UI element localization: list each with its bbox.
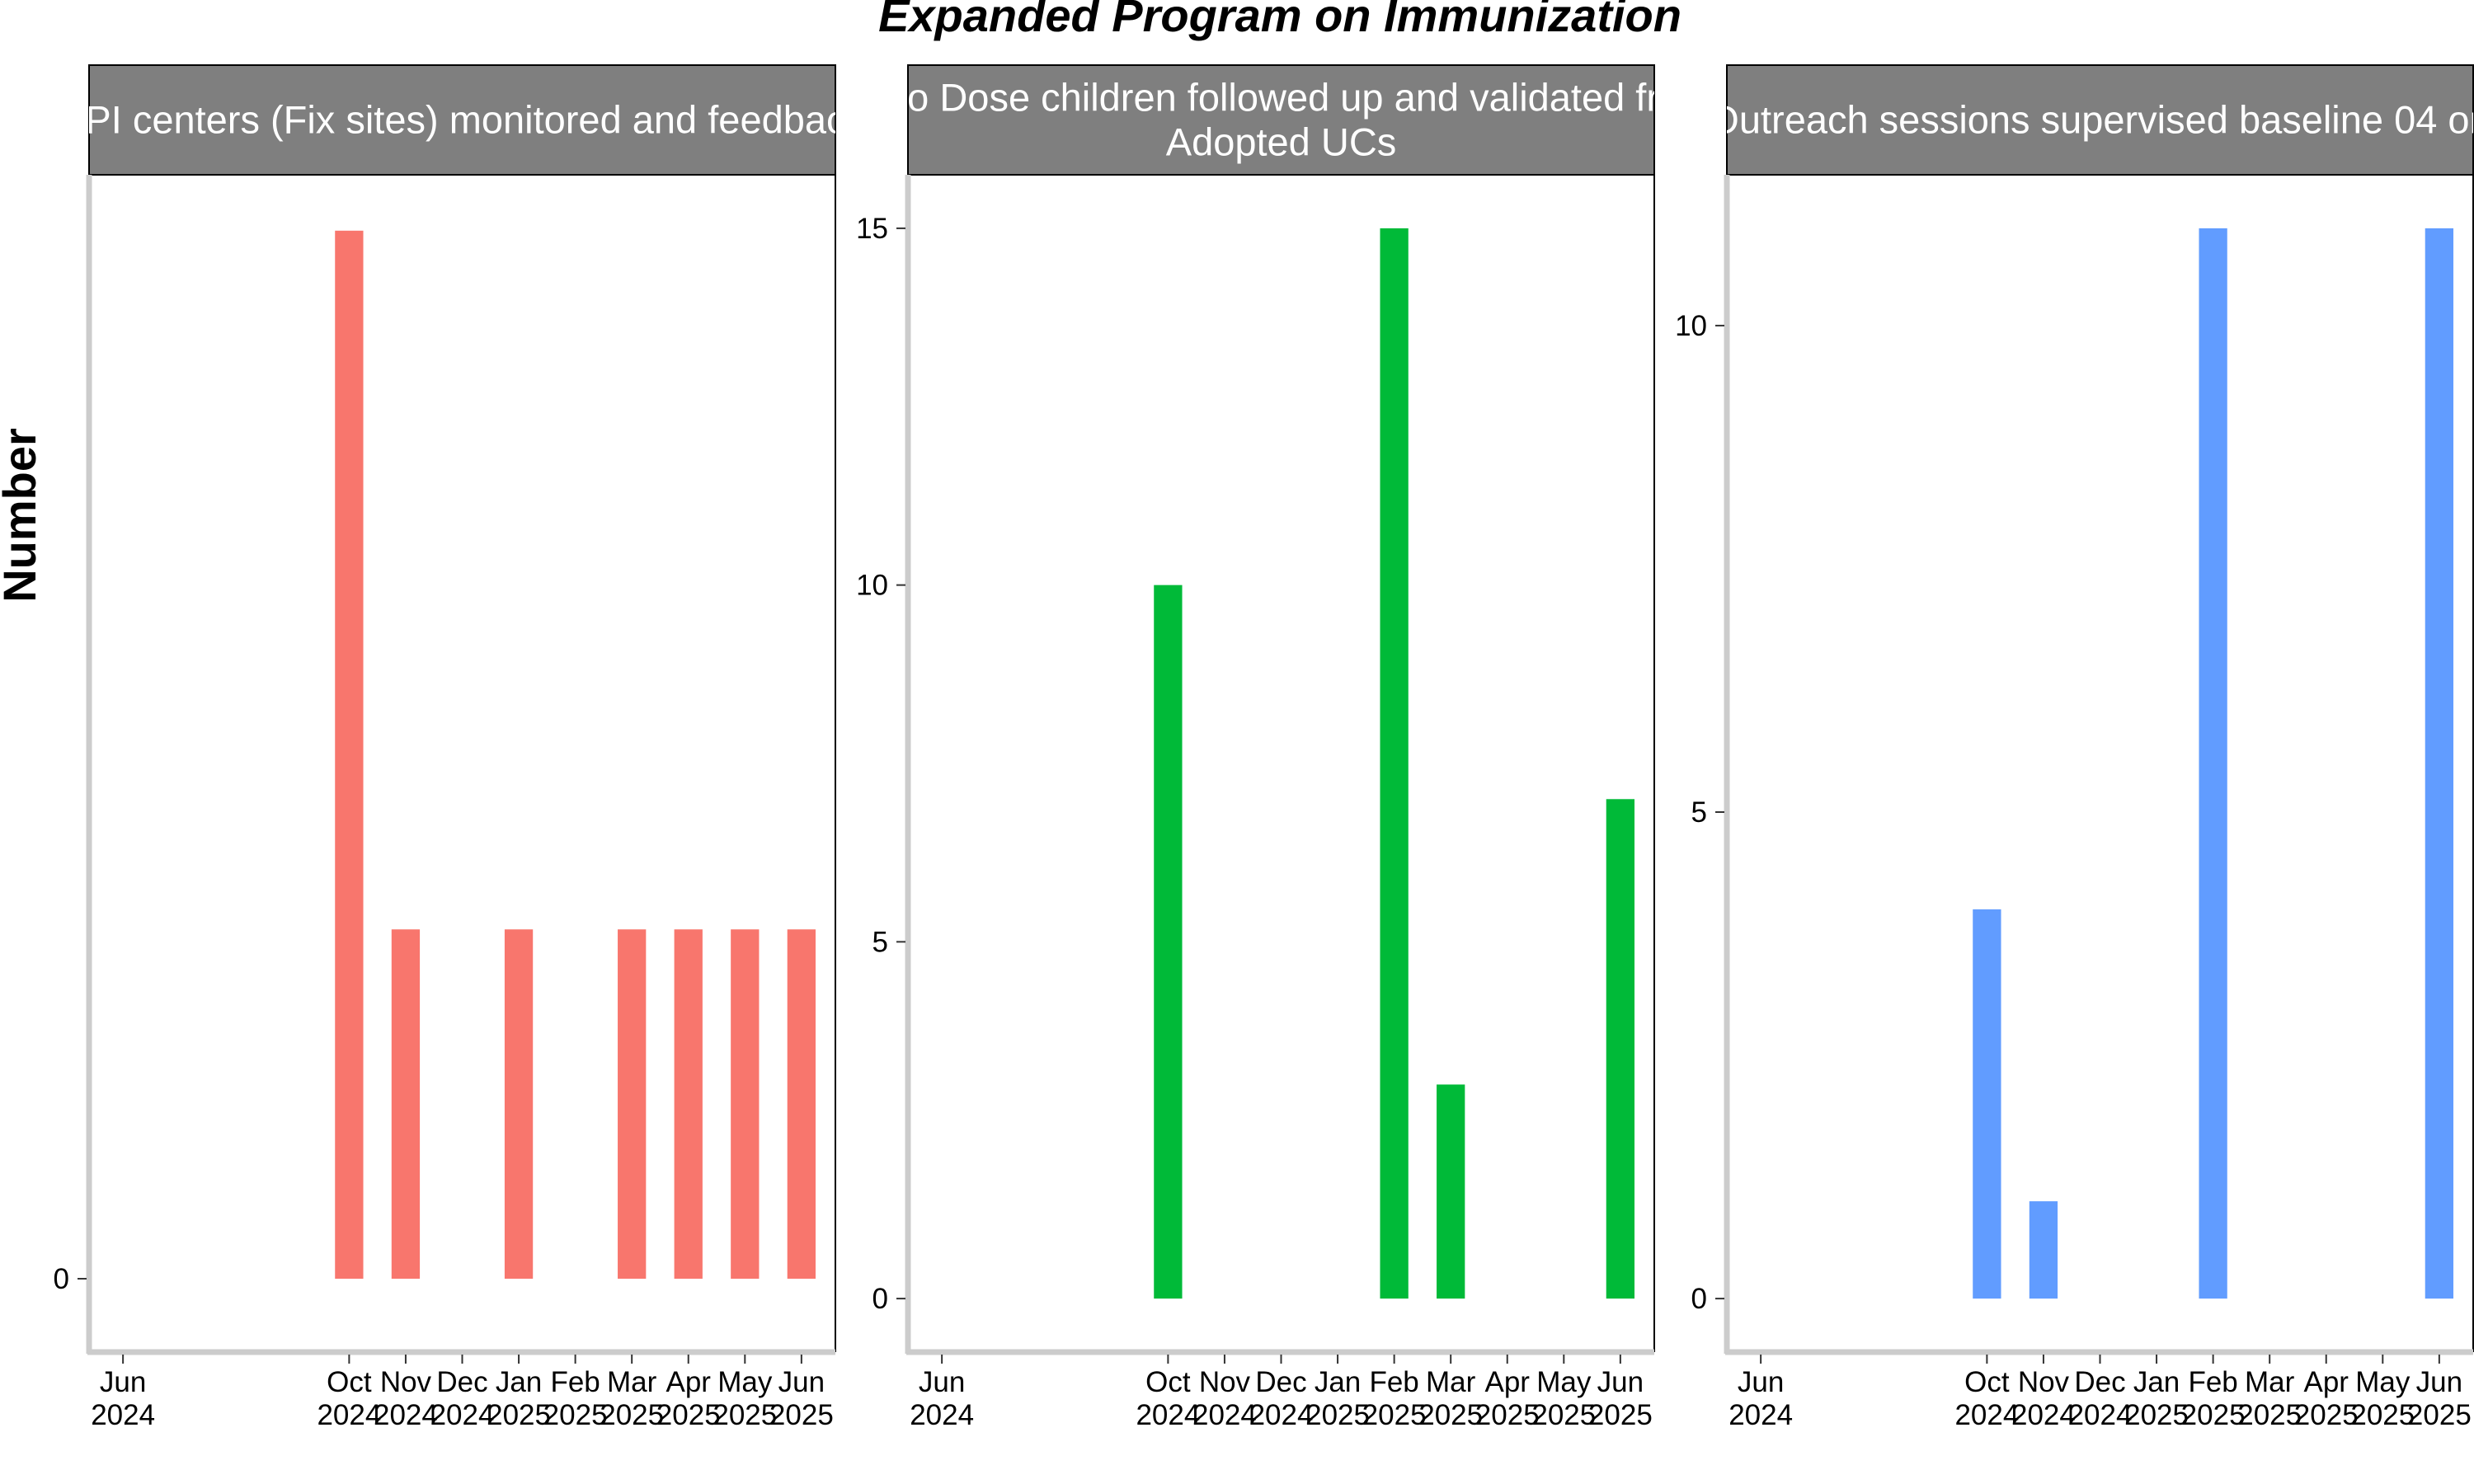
x-tick-label-year: 2024 <box>1136 1399 1200 1431</box>
x-tick-label-year: 2025 <box>600 1399 664 1431</box>
x-tick-label-year: 2025 <box>487 1399 551 1431</box>
y-axis-title: Number <box>0 428 45 603</box>
x-tick-label-month: Jun <box>919 1366 965 1398</box>
x-tick-label-year: 2025 <box>2181 1399 2246 1431</box>
x-tick-label-year: 2024 <box>1249 1399 1314 1431</box>
y-tick-label: 0 <box>872 1283 888 1315</box>
x-tick-label-month: Jan <box>1315 1366 1361 1398</box>
x-tick-label-month: Mar <box>1426 1366 1476 1398</box>
x-tick-label-year: 2024 <box>2068 1399 2133 1431</box>
facet-strip-label: Adopted UCs <box>1166 120 1397 164</box>
x-tick-label-month: Dec <box>2074 1366 2125 1398</box>
x-tick-label-month: Oct <box>327 1366 372 1398</box>
x-tick-label-year: 2025 <box>543 1399 608 1431</box>
facet-panel-2: Zero Dose children followed up and valid… <box>849 64 1714 1431</box>
x-tick-label-month: Mar <box>607 1366 657 1398</box>
bar <box>2199 228 2227 1299</box>
y-tick-label: 5 <box>872 926 888 958</box>
x-tick-label-month: Jun <box>2416 1366 2462 1398</box>
x-tick-label-year: 2024 <box>91 1399 155 1431</box>
y-tick-label: 0 <box>54 1263 69 1295</box>
y-tick-label: 10 <box>1675 310 1707 342</box>
x-tick-label-year: 2025 <box>713 1399 777 1431</box>
y-tick-label: 5 <box>1691 796 1707 829</box>
facet-panel-1: EPI centers (Fix sites) monitored and fe… <box>54 64 865 1431</box>
x-tick-label-month: Jan <box>2133 1366 2180 1398</box>
x-tick-label-month: Oct <box>1145 1366 1191 1398</box>
bar <box>787 929 816 1280</box>
x-tick-label-year: 2025 <box>656 1399 721 1431</box>
bar <box>674 929 703 1280</box>
x-tick-label-month: Apr <box>666 1366 712 1398</box>
x-tick-label-month: Jun <box>100 1366 146 1398</box>
bar <box>391 929 421 1280</box>
x-tick-label-month: Dec <box>436 1366 487 1398</box>
x-tick-label-year: 2024 <box>1192 1399 1257 1431</box>
x-tick-label-year: 2025 <box>2350 1399 2415 1431</box>
bar <box>618 929 647 1280</box>
y-tick-label: 0 <box>1691 1283 1707 1315</box>
x-tick-label-year: 2025 <box>1531 1399 1596 1431</box>
x-tick-label-year: 2025 <box>1305 1399 1370 1431</box>
facet-strip-label: Outreach sessions supervised baseline 04… <box>1709 98 2474 142</box>
x-tick-label-year: 2024 <box>1729 1399 1793 1431</box>
chart-title: Expanded Program on Immunization <box>878 0 1681 41</box>
x-tick-label-month: Feb <box>550 1366 600 1398</box>
x-tick-label-year: 2025 <box>2407 1399 2472 1431</box>
facet-panel-3: Outreach sessions supervised baseline 04… <box>1675 64 2474 1431</box>
x-tick-label-month: Feb <box>1369 1366 1418 1398</box>
x-tick-label-year: 2025 <box>1362 1399 1427 1431</box>
x-tick-label-month: Jun <box>1597 1366 1644 1398</box>
x-tick-label-month: Apr <box>2304 1366 2349 1398</box>
x-tick-label-year: 2025 <box>1475 1399 1540 1431</box>
x-tick-label-year: 2025 <box>2124 1399 2189 1431</box>
y-tick-label: 15 <box>856 213 888 245</box>
x-tick-label-month: May <box>717 1366 773 1398</box>
x-tick-label-year: 2024 <box>374 1399 438 1431</box>
x-tick-label-year: 2024 <box>910 1399 974 1431</box>
bar <box>1973 909 2001 1299</box>
facet-strip-label: Zero Dose children followed up and valid… <box>849 76 1714 120</box>
x-tick-label-year: 2024 <box>317 1399 381 1431</box>
x-tick-label-year: 2024 <box>1954 1399 2019 1431</box>
x-tick-label-month: May <box>2355 1366 2411 1398</box>
bar <box>731 929 760 1280</box>
x-tick-label-month: Jan <box>496 1366 542 1398</box>
x-tick-label-month: Apr <box>1485 1366 1531 1398</box>
bar <box>1380 228 1409 1299</box>
facet-strip-label: EPI centers (Fix sites) monitored and fe… <box>59 98 865 142</box>
x-tick-label-month: Jun <box>1738 1366 1784 1398</box>
x-tick-label-month: Mar <box>2245 1366 2295 1398</box>
facet-strip <box>1726 64 2474 176</box>
x-tick-label-year: 2025 <box>1588 1399 1653 1431</box>
x-tick-label-month: Nov <box>2018 1366 2070 1398</box>
bar <box>504 929 534 1280</box>
x-tick-label-month: Oct <box>1964 1366 2010 1398</box>
x-tick-label-year: 2024 <box>2011 1399 2076 1431</box>
x-tick-label-year: 2025 <box>2294 1399 2359 1431</box>
x-tick-label-year: 2025 <box>769 1399 834 1431</box>
x-tick-label-month: Nov <box>380 1366 432 1398</box>
x-tick-label-month: Dec <box>1255 1366 1306 1398</box>
x-tick-label-month: Feb <box>2188 1366 2237 1398</box>
bar <box>335 230 364 1280</box>
x-tick-label-year: 2024 <box>430 1399 495 1431</box>
x-tick-label-month: May <box>1536 1366 1592 1398</box>
x-tick-label-month: Nov <box>1199 1366 1251 1398</box>
bar <box>2029 1201 2058 1299</box>
facet-strip <box>88 64 836 176</box>
bar <box>1606 799 1635 1299</box>
x-tick-label-year: 2025 <box>2237 1399 2302 1431</box>
bar <box>2425 228 2454 1299</box>
facet-panels: EPI centers (Fix sites) monitored and fe… <box>54 64 2474 1431</box>
x-tick-label-month: Jun <box>778 1366 825 1398</box>
y-tick-label: 10 <box>856 570 888 602</box>
x-tick-label-year: 2025 <box>1418 1399 1483 1431</box>
bar <box>1437 1084 1465 1299</box>
facet-strip <box>907 64 1655 176</box>
bar <box>1154 585 1183 1299</box>
